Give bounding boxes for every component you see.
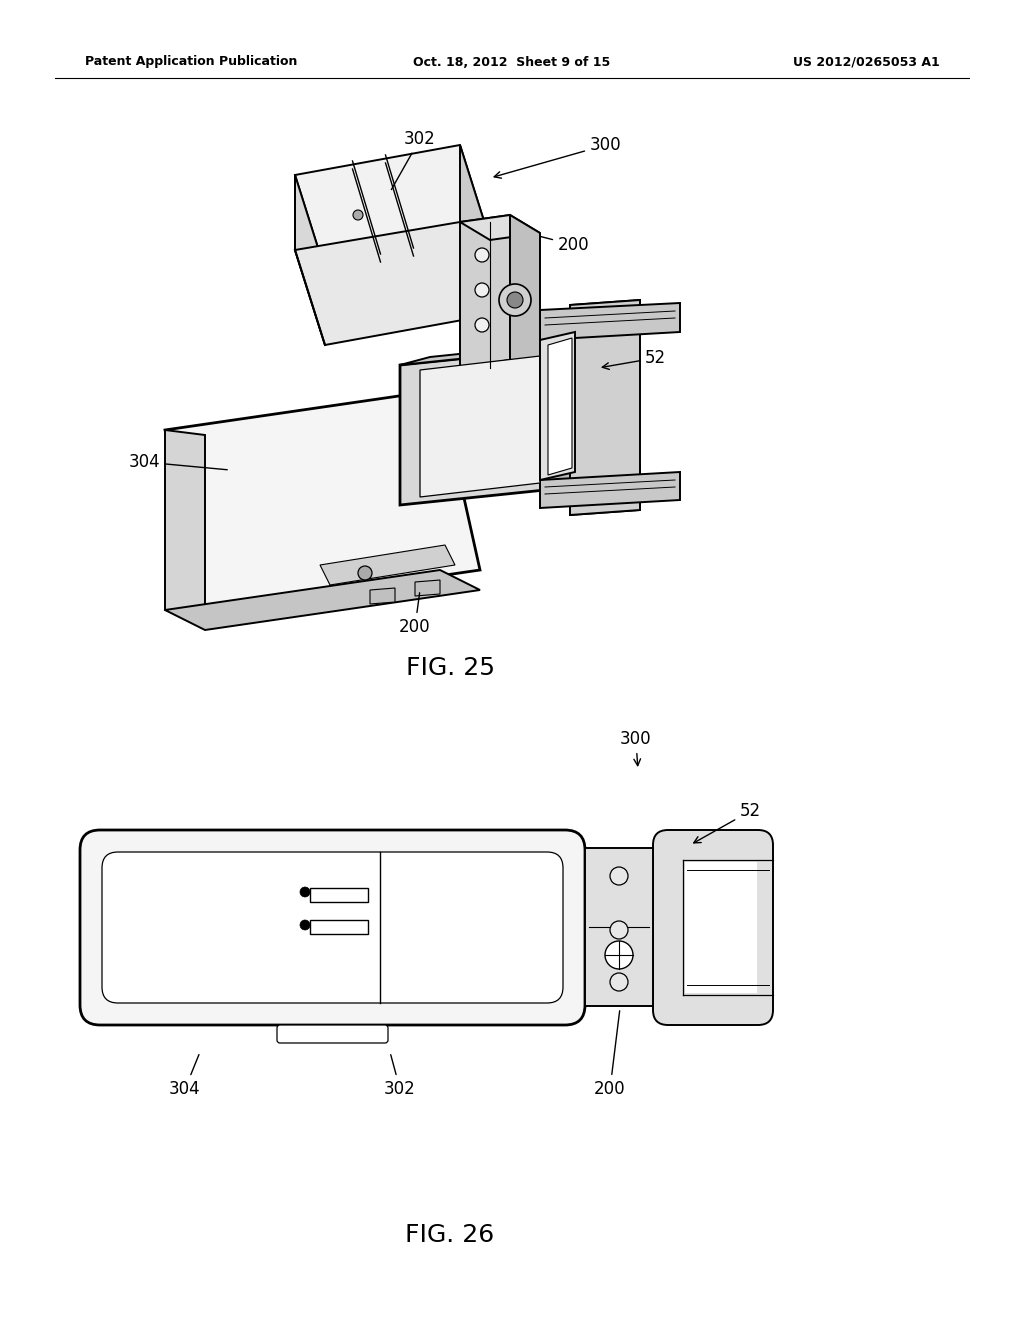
Circle shape [475, 248, 489, 261]
FancyBboxPatch shape [653, 830, 773, 1026]
Polygon shape [460, 360, 540, 383]
Circle shape [610, 921, 628, 939]
Polygon shape [460, 215, 510, 368]
Bar [585, 847, 653, 1006]
Polygon shape [370, 587, 395, 605]
Circle shape [358, 566, 372, 579]
Bar [685, 862, 757, 993]
Text: FIG. 26: FIG. 26 [406, 1224, 495, 1247]
FancyBboxPatch shape [102, 851, 563, 1003]
Circle shape [300, 920, 310, 931]
Circle shape [610, 973, 628, 991]
Polygon shape [295, 145, 490, 271]
Polygon shape [540, 333, 575, 480]
Polygon shape [548, 338, 572, 475]
Polygon shape [420, 356, 540, 498]
Text: Oct. 18, 2012  Sheet 9 of 15: Oct. 18, 2012 Sheet 9 of 15 [414, 55, 610, 69]
Polygon shape [415, 579, 440, 597]
Circle shape [353, 210, 362, 220]
Text: 200: 200 [594, 1011, 626, 1098]
Circle shape [610, 867, 628, 884]
Circle shape [499, 284, 531, 315]
Circle shape [475, 318, 489, 333]
FancyBboxPatch shape [278, 1026, 388, 1043]
Polygon shape [165, 570, 480, 630]
Text: FIG. 25: FIG. 25 [406, 656, 495, 680]
Text: 52: 52 [602, 348, 667, 370]
Text: 52: 52 [694, 803, 761, 843]
Text: 302: 302 [384, 1055, 416, 1098]
Circle shape [605, 941, 633, 969]
Text: 304: 304 [169, 1055, 201, 1098]
Polygon shape [570, 300, 640, 341]
Polygon shape [400, 350, 545, 506]
Text: Patent Application Publication: Patent Application Publication [85, 55, 297, 69]
Polygon shape [295, 222, 490, 345]
Text: 51: 51 [444, 421, 466, 440]
Polygon shape [570, 465, 640, 515]
Text: 200: 200 [399, 593, 431, 636]
Text: 304: 304 [128, 453, 227, 471]
Polygon shape [540, 304, 680, 341]
Polygon shape [295, 176, 325, 345]
Polygon shape [400, 342, 575, 366]
Text: 200: 200 [518, 231, 590, 253]
Bar [310, 888, 368, 902]
Polygon shape [165, 430, 205, 615]
Text: US 2012/0265053 A1: US 2012/0265053 A1 [794, 55, 940, 69]
FancyBboxPatch shape [80, 830, 585, 1026]
Circle shape [300, 887, 310, 898]
Polygon shape [460, 145, 490, 315]
Bar [310, 920, 368, 935]
Polygon shape [545, 342, 575, 490]
Polygon shape [540, 473, 680, 508]
Polygon shape [319, 545, 455, 585]
Polygon shape [510, 215, 540, 375]
Polygon shape [460, 215, 540, 240]
Circle shape [507, 292, 523, 308]
Polygon shape [570, 300, 640, 515]
Polygon shape [165, 389, 480, 610]
Text: 300: 300 [495, 136, 622, 178]
Text: 302: 302 [391, 129, 436, 190]
Text: 300: 300 [620, 730, 651, 766]
Circle shape [475, 282, 489, 297]
